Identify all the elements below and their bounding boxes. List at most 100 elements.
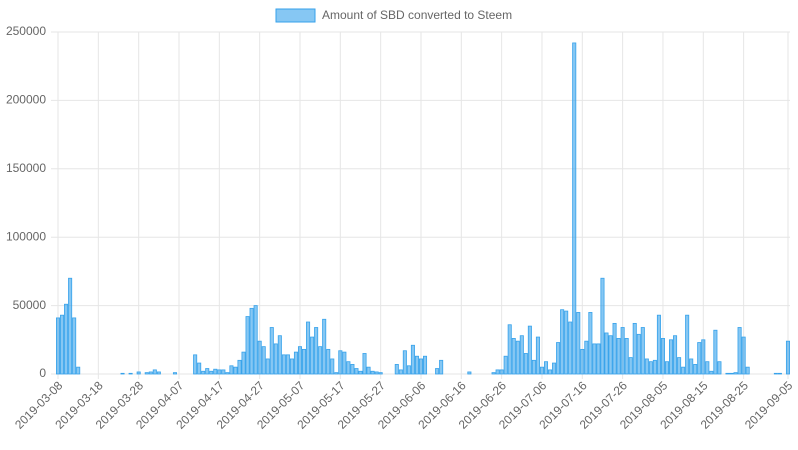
bar [572, 42, 577, 375]
bar [681, 366, 686, 375]
bar [410, 344, 415, 375]
bar [237, 359, 242, 375]
bar [673, 335, 678, 375]
bar [322, 318, 327, 375]
bar [76, 366, 81, 375]
bar [277, 335, 282, 375]
bar [604, 332, 609, 375]
bar [499, 369, 504, 375]
bar [539, 366, 544, 375]
bar [612, 322, 617, 375]
bar [620, 327, 625, 375]
bar [281, 354, 286, 375]
bar [503, 355, 508, 375]
bar [737, 327, 742, 375]
bar [338, 350, 343, 375]
bar [261, 346, 266, 375]
bar [713, 329, 718, 375]
bar [152, 369, 157, 375]
bar [201, 370, 206, 375]
bar [217, 369, 222, 375]
bar [423, 355, 428, 375]
bar [285, 354, 290, 375]
bar [669, 339, 674, 375]
bar [519, 335, 524, 375]
bar [245, 316, 250, 375]
bar [552, 362, 557, 375]
y-tick-label: 200000 [6, 93, 46, 107]
bar [600, 277, 605, 375]
bar [697, 342, 702, 375]
bar [128, 372, 133, 375]
bar [592, 343, 597, 375]
bar [515, 340, 520, 375]
bar [229, 365, 234, 375]
bar [273, 343, 278, 375]
bar [564, 310, 569, 375]
bar [314, 327, 319, 375]
y-tick-label: 100000 [6, 229, 46, 243]
bar [172, 372, 177, 375]
bar [249, 307, 254, 375]
bar [777, 372, 782, 375]
bar [568, 321, 573, 375]
bar [318, 346, 323, 375]
legend-label[interactable]: Amount of SBD converted to Steem [322, 8, 512, 22]
bar [257, 340, 262, 375]
bar [632, 322, 637, 375]
bar [435, 368, 440, 375]
bar [213, 368, 218, 375]
bar [677, 357, 682, 375]
bar [644, 358, 649, 375]
bar [265, 358, 270, 375]
y-tick-label: 50000 [13, 298, 47, 312]
bar [68, 277, 73, 375]
y-tick-label: 0 [39, 366, 46, 380]
bar [439, 359, 444, 375]
bar [636, 333, 641, 375]
bar [705, 361, 710, 375]
bar [148, 371, 153, 375]
bar [374, 371, 379, 375]
bar [596, 343, 601, 375]
bar [221, 369, 226, 375]
bar [350, 364, 355, 375]
bar [253, 305, 258, 375]
bar [398, 369, 403, 375]
bar [418, 358, 423, 375]
bar [326, 348, 331, 375]
bar [523, 353, 528, 375]
bar [209, 370, 214, 375]
bar [310, 336, 315, 375]
bar [233, 366, 238, 375]
bar [366, 366, 371, 375]
bar [370, 370, 375, 375]
bar [628, 357, 633, 375]
bar [556, 342, 561, 375]
legend-swatch[interactable] [275, 8, 316, 23]
x-tick-label: 2019-09-05 [742, 378, 796, 432]
bar [144, 372, 149, 375]
bar [402, 350, 407, 375]
bar [616, 338, 621, 375]
bar [193, 354, 198, 375]
bar [306, 321, 311, 375]
bar [717, 361, 722, 375]
bar [334, 372, 339, 375]
bar [527, 325, 532, 375]
bar [664, 361, 670, 375]
y-tick-label: 150000 [6, 161, 46, 175]
bar [693, 364, 698, 375]
bar [576, 312, 581, 375]
bar [745, 366, 750, 375]
bar [205, 368, 210, 375]
bar [733, 372, 738, 375]
bar [156, 371, 161, 375]
bar [297, 346, 303, 375]
bar [535, 336, 540, 375]
bar [648, 361, 653, 375]
bar [624, 338, 629, 375]
bar [225, 372, 230, 375]
bar [773, 372, 778, 375]
